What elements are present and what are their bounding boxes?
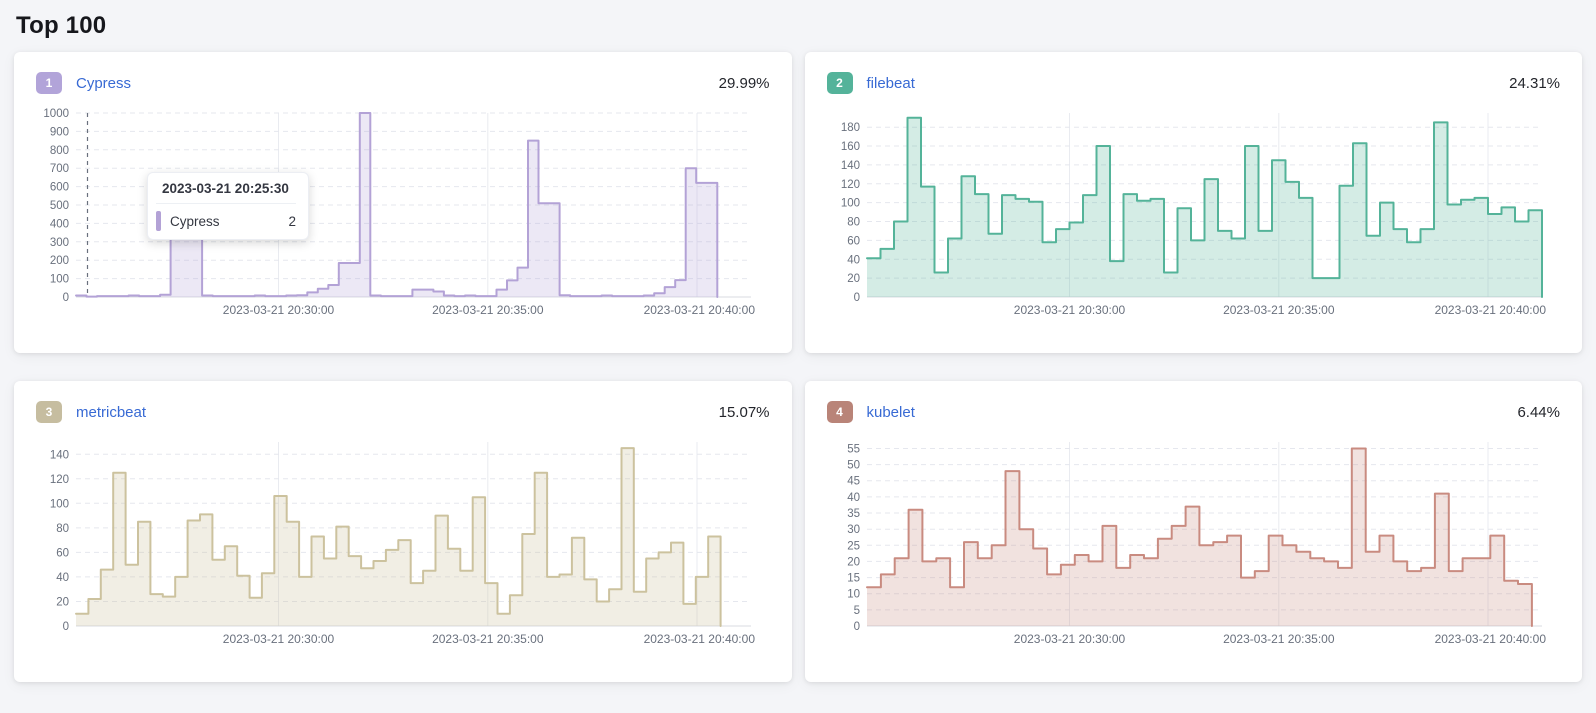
svg-text:45: 45 bbox=[847, 476, 860, 488]
svg-text:15: 15 bbox=[847, 573, 860, 585]
card-header: 1 Cypress 29.99% bbox=[36, 72, 770, 94]
svg-text:300: 300 bbox=[50, 237, 69, 249]
svg-text:5: 5 bbox=[853, 605, 859, 617]
tooltip-series-color-bar bbox=[156, 211, 161, 231]
svg-text:100: 100 bbox=[840, 198, 859, 210]
percent-value: 29.99% bbox=[718, 74, 770, 92]
svg-text:50: 50 bbox=[847, 460, 860, 472]
svg-text:60: 60 bbox=[847, 235, 860, 247]
card-filebeat: 2 filebeat 24.31% 2023-03-21 20:30:00 202… bbox=[804, 52, 1582, 353]
chart-filebeat[interactable]: 2023-03-21 20:30:00 2023-03-21 20:35:00 20… bbox=[827, 106, 1561, 325]
tooltip-series-value: 2 bbox=[288, 213, 296, 229]
svg-text:140: 140 bbox=[50, 449, 69, 461]
svg-text:2023-03-21 20:40:00: 2023-03-21 20:40:00 bbox=[644, 303, 756, 317]
svg-text:600: 600 bbox=[50, 182, 69, 194]
card-cypress: 1 Cypress 29.99% 2023-03-21 20:30:00 2023… bbox=[14, 52, 792, 353]
rank-badge: 4 bbox=[826, 401, 853, 423]
svg-text:100: 100 bbox=[50, 498, 69, 510]
svg-text:2023-03-21 20:35:00: 2023-03-21 20:35:00 bbox=[432, 632, 544, 646]
svg-text:60: 60 bbox=[56, 547, 69, 559]
step-area-plot: 2023-03-21 20:30:00 2023-03-21 20:35:00 20… bbox=[43, 108, 756, 317]
svg-text:800: 800 bbox=[50, 145, 69, 157]
svg-text:700: 700 bbox=[50, 163, 69, 175]
svg-text:20: 20 bbox=[847, 556, 860, 568]
svg-text:2023-03-21 20:40:00: 2023-03-21 20:40:00 bbox=[644, 632, 756, 646]
svg-text:400: 400 bbox=[50, 218, 69, 230]
svg-text:2023-03-21 20:40:00: 2023-03-21 20:40:00 bbox=[1434, 303, 1546, 317]
svg-text:40: 40 bbox=[847, 254, 860, 266]
card-header: 3 metricbeat 15.07% bbox=[36, 401, 770, 423]
svg-text:2023-03-21 20:35:00: 2023-03-21 20:35:00 bbox=[432, 303, 544, 317]
chart-metricbeat[interactable]: 2023-03-21 20:30:00 2023-03-21 20:35:00 20… bbox=[36, 435, 770, 654]
tooltip-series-label: Cypress bbox=[170, 213, 220, 229]
svg-text:0: 0 bbox=[853, 292, 859, 304]
svg-text:100: 100 bbox=[50, 274, 69, 286]
svg-text:140: 140 bbox=[840, 160, 859, 172]
svg-text:2023-03-21 20:30:00: 2023-03-21 20:30:00 bbox=[223, 632, 335, 646]
chart-kubelet[interactable]: 2023-03-21 20:30:00 2023-03-21 20:35:00 20… bbox=[827, 435, 1561, 654]
svg-text:180: 180 bbox=[840, 122, 859, 134]
series-link-cypress[interactable]: Cypress bbox=[76, 74, 132, 92]
step-area-plot: 2023-03-21 20:30:00 2023-03-21 20:35:00 20… bbox=[840, 113, 1546, 317]
tooltip-row: Cypress 2 bbox=[156, 204, 296, 231]
rank-badge: 3 bbox=[36, 401, 62, 423]
svg-text:2023-03-21 20:30:00: 2023-03-21 20:30:00 bbox=[1013, 303, 1125, 317]
svg-text:30: 30 bbox=[847, 524, 860, 536]
svg-text:0: 0 bbox=[63, 621, 69, 633]
svg-text:120: 120 bbox=[840, 179, 859, 191]
card-header: 4 kubelet 6.44% bbox=[826, 401, 1560, 423]
svg-text:10: 10 bbox=[847, 589, 860, 601]
step-area-plot: 2023-03-21 20:30:00 2023-03-21 20:35:00 20… bbox=[50, 442, 756, 646]
series-link-metricbeat[interactable]: metricbeat bbox=[76, 403, 147, 421]
card-kubelet: 4 kubelet 6.44% 2023-03-21 20:30:00 2023-… bbox=[804, 381, 1582, 682]
svg-text:2023-03-21 20:40:00: 2023-03-21 20:40:00 bbox=[1434, 632, 1546, 646]
svg-text:900: 900 bbox=[50, 126, 69, 138]
step-area-plot: 2023-03-21 20:30:00 2023-03-21 20:35:00 20… bbox=[847, 442, 1546, 646]
svg-text:160: 160 bbox=[840, 141, 859, 153]
page-title: Top 100 bbox=[16, 12, 107, 39]
svg-text:40: 40 bbox=[56, 572, 69, 584]
svg-text:200: 200 bbox=[50, 255, 69, 267]
svg-text:1000: 1000 bbox=[43, 108, 69, 120]
svg-text:20: 20 bbox=[847, 273, 860, 285]
chart-tooltip: 2023-03-21 20:25:30 Cypress 2 bbox=[147, 172, 309, 240]
svg-text:55: 55 bbox=[847, 444, 860, 456]
svg-text:120: 120 bbox=[50, 474, 69, 486]
dashboard-grid: 1 Cypress 29.99% 2023-03-21 20:30:00 2023… bbox=[0, 52, 1596, 682]
svg-text:40: 40 bbox=[847, 492, 860, 504]
svg-text:0: 0 bbox=[853, 621, 859, 633]
svg-text:20: 20 bbox=[56, 597, 69, 609]
card-header: 2 filebeat 24.31% bbox=[826, 72, 1560, 94]
percent-value: 24.31% bbox=[1509, 74, 1560, 92]
svg-text:2023-03-21 20:30:00: 2023-03-21 20:30:00 bbox=[1013, 632, 1125, 646]
percent-value: 15.07% bbox=[718, 403, 770, 421]
svg-text:2023-03-21 20:35:00: 2023-03-21 20:35:00 bbox=[1223, 632, 1335, 646]
svg-text:25: 25 bbox=[847, 540, 860, 552]
svg-text:80: 80 bbox=[56, 523, 69, 535]
tooltip-timestamp: 2023-03-21 20:25:30 bbox=[156, 181, 296, 204]
svg-text:2023-03-21 20:35:00: 2023-03-21 20:35:00 bbox=[1223, 303, 1335, 317]
svg-text:80: 80 bbox=[847, 217, 860, 229]
svg-text:2023-03-21 20:30:00: 2023-03-21 20:30:00 bbox=[223, 303, 335, 317]
svg-text:35: 35 bbox=[847, 508, 860, 520]
percent-value: 6.44% bbox=[1517, 403, 1560, 421]
svg-text:0: 0 bbox=[63, 292, 69, 304]
card-metricbeat: 3 metricbeat 15.07% 2023-03-21 20:30:00 2… bbox=[14, 381, 792, 682]
series-link-kubelet[interactable]: kubelet bbox=[866, 403, 915, 421]
svg-text:500: 500 bbox=[50, 200, 69, 212]
rank-badge: 2 bbox=[826, 72, 853, 94]
rank-badge: 1 bbox=[36, 72, 62, 94]
series-link-filebeat[interactable]: filebeat bbox=[866, 74, 915, 92]
